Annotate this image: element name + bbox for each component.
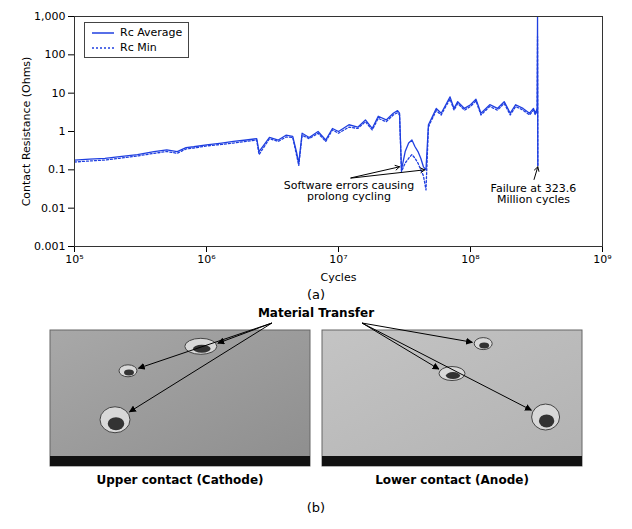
svg-text:10⁶: 10⁶ [197,253,216,266]
svg-text:Cycles: Cycles [321,271,357,284]
html-text:Rc Min: Rc Min [120,41,157,54]
html-text:(a): (a) [306,287,326,302]
svg-text:10⁸: 10⁸ [461,253,480,266]
svg-text:1,000: 1,000 [34,10,66,23]
svg-text:10⁹: 10⁹ [593,253,611,266]
svg-text:10: 10 [52,87,66,100]
svg-text:1: 1 [59,125,66,138]
svg-text:10⁷: 10⁷ [329,253,347,266]
svg-text:Upper contact (Cathode): Upper contact (Cathode) [96,473,263,487]
svg-text:0.1: 0.1 [48,163,66,176]
html-text:(b): (b) [306,500,326,515]
svg-text:10⁵: 10⁵ [65,253,83,266]
svg-text:Failure at 323.6Million cycles: Failure at 323.6Million cycles [491,182,577,206]
svg-text:0.001: 0.001 [34,240,66,253]
svg-text:Software errors causingprolong: Software errors causingprolong cycling [284,179,414,203]
svg-text:Material Transfer: Material Transfer [258,306,374,320]
svg-text:Lower contact (Anode): Lower contact (Anode) [375,473,529,487]
html-text:Rc Average: Rc Average [120,26,183,39]
svg-text:Contact Resistance (Ohms): Contact Resistance (Ohms) [20,57,33,207]
svg-text:100: 100 [45,48,66,61]
svg-text:0.01: 0.01 [41,202,66,215]
